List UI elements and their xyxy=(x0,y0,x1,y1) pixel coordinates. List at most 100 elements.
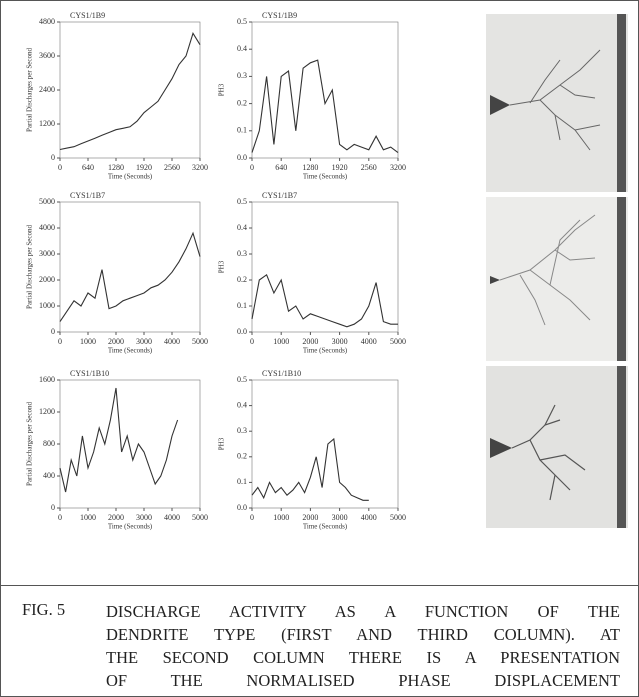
x-tick-label: 1000 xyxy=(80,513,96,522)
x-tick-label: 4000 xyxy=(164,513,180,522)
x-tick-label: 1280 xyxy=(108,163,124,172)
chart-title: CYS1/1B7 xyxy=(70,191,105,200)
x-tick-label: 4000 xyxy=(164,337,180,346)
data-line xyxy=(251,59,399,154)
dendrite-image xyxy=(486,14,628,192)
y-tick-label: 0.4 xyxy=(237,223,247,232)
data-line xyxy=(59,387,179,493)
caption-line: DENDRITE TYPE (FIRST AND THIRD COLUMN). … xyxy=(106,625,620,644)
y-tick-label: 0.2 xyxy=(237,452,247,461)
y-axis-label: Partial Discharges per Second xyxy=(26,47,34,132)
y-tick-label: 5000 xyxy=(39,197,55,206)
x-axis-label: Time (Seconds) xyxy=(303,347,348,355)
y-tick-label: 1200 xyxy=(39,407,55,416)
y-tick-label: 0.1 xyxy=(237,477,247,486)
y-tick-label: 0.2 xyxy=(237,98,247,107)
chart-title: CYS1/1B9 xyxy=(262,11,297,20)
y-tick-label: 0.4 xyxy=(237,44,247,53)
x-tick-label: 640 xyxy=(82,163,94,172)
x-tick-label: 1920 xyxy=(332,163,348,172)
plot-frame xyxy=(251,379,399,509)
x-tick-label: 0 xyxy=(58,163,62,172)
x-tick-label: 1280 xyxy=(302,163,318,172)
y-axis-label: Partial Discharges per Second xyxy=(26,401,34,486)
data-line xyxy=(251,437,369,501)
x-tick-label: 1000 xyxy=(273,337,289,346)
y-tick-label: 4800 xyxy=(39,17,55,26)
x-tick-label: 3200 xyxy=(390,163,406,172)
y-tick-label: 0 xyxy=(51,327,55,336)
y-tick-label: 0.1 xyxy=(237,126,247,135)
x-tick-label: 1000 xyxy=(273,513,289,522)
y-tick-label: 2400 xyxy=(39,85,55,94)
x-tick-label: 0 xyxy=(250,513,254,522)
x-tick-label: 2560 xyxy=(164,163,180,172)
x-tick-label: 5000 xyxy=(192,337,208,346)
y-tick-label: 0.2 xyxy=(237,275,247,284)
y-axis-label: Partial Discharges per Second xyxy=(26,224,34,309)
caption-line: OF THE NORMALISED PHASE DISPLACEMENT xyxy=(106,671,620,690)
y-axis-label: PH3 xyxy=(218,437,226,450)
y-tick-label: 3600 xyxy=(39,51,55,60)
dendrite-image xyxy=(486,197,628,361)
caption-label: FIG. 5 xyxy=(22,600,66,619)
x-tick-label: 5000 xyxy=(390,337,406,346)
x-tick-label: 4000 xyxy=(361,337,377,346)
x-axis-label: Time (Seconds) xyxy=(108,523,153,531)
x-tick-label: 1920 xyxy=(136,163,152,172)
y-tick-label: 0.0 xyxy=(237,153,247,162)
y-tick-label: 0.0 xyxy=(237,327,247,336)
caption: FIG. 5 DISCHARGE ACTIVITY AS A FUNCTION … xyxy=(0,586,639,697)
chart-title: CYS1/1B9 xyxy=(70,11,105,20)
y-tick-label: 400 xyxy=(43,471,55,480)
x-tick-label: 2000 xyxy=(108,513,124,522)
x-axis-label: Time (Seconds) xyxy=(303,523,348,531)
y-tick-label: 0.3 xyxy=(237,249,247,258)
chart-title: CYS1/1B10 xyxy=(262,369,301,378)
x-tick-label: 5000 xyxy=(390,513,406,522)
caption-text: DISCHARGE ACTIVITY AS A FUNCTION OF THE D… xyxy=(106,600,620,697)
y-tick-label: 0.4 xyxy=(237,400,247,409)
y-tick-label: 0.5 xyxy=(237,17,247,26)
x-tick-label: 2000 xyxy=(108,337,124,346)
x-tick-label: 3000 xyxy=(332,337,348,346)
x-tick-label: 3000 xyxy=(332,513,348,522)
x-tick-label: 1000 xyxy=(80,337,96,346)
data-line xyxy=(59,31,201,151)
x-tick-label: 5000 xyxy=(192,513,208,522)
y-axis-label: PH3 xyxy=(218,260,226,273)
y-tick-label: 1000 xyxy=(39,301,55,310)
y-tick-label: 800 xyxy=(43,439,55,448)
plot-frame xyxy=(251,201,399,333)
plot-frame xyxy=(251,21,399,159)
plot-frame xyxy=(59,21,201,159)
y-tick-label: 2000 xyxy=(39,275,55,284)
y-axis-label: PH3 xyxy=(218,83,226,96)
x-tick-label: 3000 xyxy=(136,513,152,522)
caption-line: THE SECOND COLUMN THERE IS A PRESENTATIO… xyxy=(106,648,620,667)
caption-line: DISCHARGE ACTIVITY AS A FUNCTION OF THE xyxy=(106,602,620,621)
data-line xyxy=(59,231,201,322)
x-tick-label: 0 xyxy=(58,513,62,522)
y-tick-label: 0.3 xyxy=(237,71,247,80)
y-tick-label: 0.0 xyxy=(237,503,247,512)
x-axis-label: Time (Seconds) xyxy=(108,347,153,355)
x-tick-label: 4000 xyxy=(361,513,377,522)
x-axis-label: Time (Seconds) xyxy=(108,173,153,181)
y-tick-label: 1600 xyxy=(39,375,55,384)
x-tick-label: 2000 xyxy=(302,337,318,346)
x-tick-label: 0 xyxy=(250,337,254,346)
x-tick-label: 2000 xyxy=(302,513,318,522)
x-tick-label: 640 xyxy=(275,163,287,172)
chart-title: CYS1/1B10 xyxy=(70,369,109,378)
y-tick-label: 0.1 xyxy=(237,301,247,310)
x-tick-label: 2560 xyxy=(361,163,377,172)
x-axis-label: Time (Seconds) xyxy=(303,173,348,181)
data-line xyxy=(251,273,398,328)
dendrite-image xyxy=(486,366,628,528)
x-tick-label: 0 xyxy=(250,163,254,172)
plot-frame xyxy=(59,201,201,333)
y-tick-label: 4000 xyxy=(39,223,55,232)
